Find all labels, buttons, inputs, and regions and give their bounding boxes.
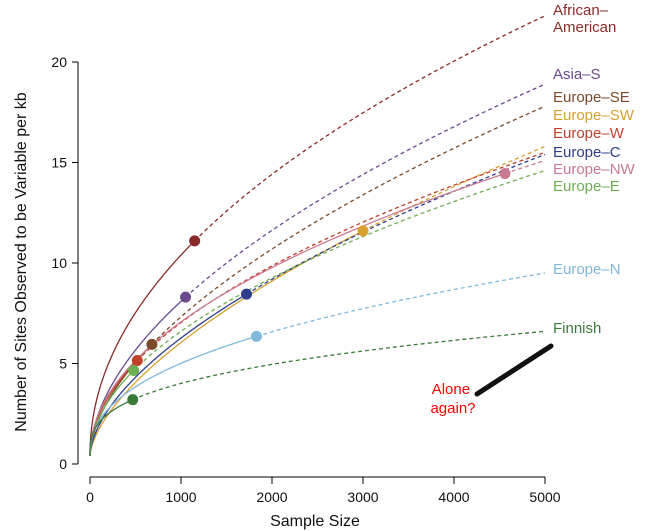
extrapolation-african-american (194, 15, 546, 242)
series-label-europe-e-line-0: Europe–E (553, 178, 620, 195)
extrapolation-finnish (132, 330, 546, 401)
x-tick-label-3: 3000 (347, 489, 378, 505)
y-tick-label-4: 20 (51, 54, 67, 70)
series-label-europe-w-line-0: Europe–W (553, 125, 625, 142)
series-label-asia-s: Asia–S (553, 66, 601, 83)
curve-europe-sw (89, 230, 364, 457)
point-europe-nw (499, 168, 511, 180)
point-europe-w (131, 354, 143, 366)
point-asia-s (180, 291, 192, 303)
curves-layer (89, 15, 546, 457)
y-axis-title: Number of Sites Observed to be Variable … (13, 92, 30, 432)
series-label-europe-sw: Europe–SW (553, 107, 635, 124)
extrapolation-europe-n (256, 272, 546, 337)
series-label-europe-w: Europe–W (553, 125, 625, 142)
curve-asia-s (89, 296, 186, 456)
y-tick-label-3: 15 (51, 155, 67, 171)
series-label-finnish: Finnish (553, 320, 601, 337)
x-ticks: 0 1000 2000 3000 4000 5000 (86, 477, 561, 505)
series-label-europe-se-line-0: Europe–SE (553, 89, 630, 106)
point-europe-e (128, 365, 140, 377)
point-europe-n (251, 330, 263, 342)
series-label-europe-se: Europe–SE (553, 89, 630, 106)
curve-europe-nw (89, 172, 506, 456)
y-ticks: 0 5 10 15 20 (51, 54, 78, 472)
series-label-europe-n-line-0: Europe–N (553, 261, 621, 278)
point-europe-se (146, 338, 158, 350)
curve-europe-e (89, 370, 135, 456)
x-tick-label-5: 5000 (529, 489, 560, 505)
series-label-finnish-line-0: Finnish (553, 320, 601, 337)
points-layer (127, 168, 511, 406)
annotation-line-2: again? (430, 400, 475, 417)
extrapolation-europe-nw (504, 159, 546, 175)
x-tick-label-2: 2000 (256, 489, 287, 505)
x-tick-label-1: 1000 (165, 489, 196, 505)
extrapolation-europe-sw (362, 145, 546, 232)
curve-finnish (89, 399, 134, 456)
point-finnish (127, 394, 139, 406)
x-tick-label-4: 4000 (438, 489, 469, 505)
series-label-europe-c-line-0: Europe–C (553, 144, 621, 161)
series-label-europe-sw-line-0: Europe–SW (553, 107, 635, 124)
series-label-europe-nw: Europe–NW (553, 161, 636, 178)
y-tick-label-1: 5 (59, 356, 67, 372)
annotation-line-1: Alone (432, 381, 470, 398)
series-label-europe-n: Europe–N (553, 261, 621, 278)
extrapolation-asia-s (185, 83, 546, 298)
curve-europe-n (89, 335, 257, 456)
point-europe-c (241, 288, 253, 300)
series-label-europe-e: Europe–E (553, 178, 620, 195)
point-europe-sw (357, 225, 369, 237)
series-label-african-american-line-1: American (553, 19, 616, 36)
series-label-europe-nw-line-0: Europe–NW (553, 161, 636, 178)
x-tick-label-0: 0 (86, 489, 94, 505)
extrapolation-europe-e (133, 169, 546, 371)
series-label-african-american-line-0: African– (553, 2, 609, 19)
series-label-asia-s-line-0: Asia–S (553, 66, 601, 83)
annotation-pointer (474, 343, 554, 397)
point-african-american (189, 235, 201, 247)
series-label-african-american: African– American (553, 2, 616, 36)
series-labels: African– American Asia–S Europe–SEEurope–SW… (553, 2, 636, 337)
annotation-text: Alone again? (430, 381, 475, 417)
x-axis-title: Sample Size (270, 513, 360, 530)
curve-europe-c (89, 293, 247, 456)
series-label-europe-c: Europe–C (553, 144, 621, 161)
y-tick-label-2: 10 (51, 255, 67, 271)
curve-african-american (89, 240, 196, 456)
extrapolation-europe-c (246, 153, 546, 295)
y-tick-label-0: 0 (59, 456, 67, 472)
extrapolation-europe-se (151, 105, 546, 345)
